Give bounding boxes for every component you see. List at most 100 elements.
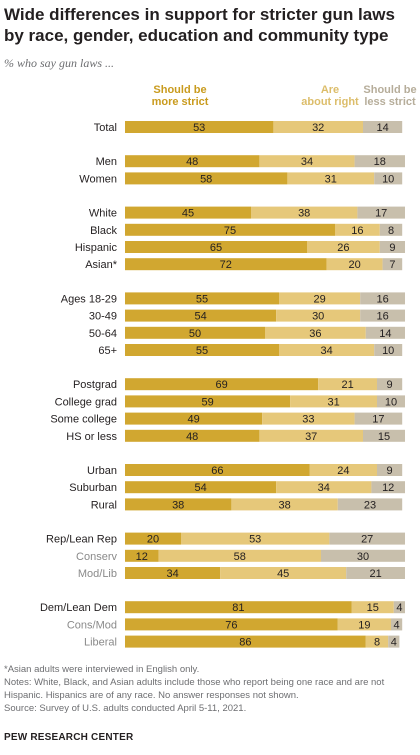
category-label: 30-49 [89, 311, 117, 323]
category-label: Mod/Lib [78, 568, 117, 580]
bar-segment [309, 464, 377, 476]
category-label: Total [94, 122, 117, 134]
bar-segment [326, 258, 383, 271]
data-label: 4 [391, 637, 397, 649]
data-label: 34 [301, 156, 313, 168]
bar-segment [279, 344, 375, 356]
bar-segment [125, 395, 291, 408]
bar-segment [265, 326, 366, 339]
data-label: 58 [200, 173, 212, 185]
bar-segment [374, 172, 403, 185]
bar-segment [158, 549, 321, 562]
data-label: 53 [193, 122, 205, 134]
data-label: 12 [136, 551, 148, 563]
bar-segment [365, 326, 405, 339]
data-label: 76 [225, 619, 237, 631]
category-label: Cons/Mod [67, 619, 117, 631]
bar-segment [279, 292, 361, 305]
source-text: Source: Survey of U.S. adults conducted … [4, 703, 247, 714]
data-label: 38 [172, 499, 184, 511]
bar-segment [365, 635, 389, 648]
data-label: 4 [396, 602, 402, 614]
category-label: Some college [50, 414, 117, 426]
data-label: 16 [351, 225, 363, 237]
bar-segment [181, 532, 330, 545]
bar-segment [125, 241, 307, 253]
data-label: 16 [376, 311, 388, 323]
bar-segment [287, 172, 375, 185]
bar-segment [321, 549, 405, 562]
data-label: 54 [194, 482, 206, 494]
bar-segment [125, 344, 279, 356]
chart-title: Wide differences in support for stricter… [4, 5, 395, 45]
bar-segment [125, 601, 352, 614]
data-label: 9 [387, 379, 393, 391]
data-label: 38 [278, 499, 290, 511]
bar-segment [125, 206, 251, 219]
bar-segment [125, 223, 335, 236]
bar-segment [337, 618, 391, 631]
category-label: Urban [87, 465, 117, 477]
data-label: 33 [302, 414, 314, 426]
bar-segment [125, 326, 265, 339]
data-label: 8 [388, 225, 394, 237]
bar-segment [125, 378, 319, 391]
data-label: 45 [277, 568, 289, 580]
data-label: 20 [348, 259, 360, 271]
category-label: HS or less [66, 431, 117, 443]
data-label: 20 [147, 534, 159, 546]
data-label: 27 [361, 534, 373, 546]
data-label: 49 [187, 414, 199, 426]
bar-segment [377, 378, 403, 391]
data-label: 18 [374, 156, 386, 168]
bar-segment [363, 429, 405, 442]
bar-segment [379, 223, 403, 236]
bar-segment [125, 635, 366, 648]
category-label: Asian* [85, 259, 118, 271]
data-label: 36 [309, 328, 321, 340]
legend-label-line: less strict [364, 96, 416, 108]
bar-segment [335, 223, 380, 236]
data-label: 14 [379, 328, 391, 340]
data-label: 9 [389, 242, 395, 254]
bar-segment [377, 464, 403, 476]
data-label: 10 [385, 396, 397, 408]
bar-segment [337, 498, 403, 511]
category-label: Ages 18-29 [61, 293, 117, 305]
data-label: 26 [337, 242, 349, 254]
bar-segment [125, 258, 327, 271]
data-label: 14 [376, 122, 388, 134]
bar-segment [360, 292, 405, 305]
bar-segment [379, 241, 405, 253]
data-label: 53 [249, 534, 261, 546]
legend-label: Are about right [301, 84, 359, 108]
bar-segment [354, 155, 405, 168]
category-label: Rural [91, 499, 117, 511]
notes-text: Notes: White, Black, and Asian adults in… [4, 677, 385, 701]
bar-segment [125, 172, 288, 185]
bar-segment [276, 481, 372, 494]
data-label: 34 [318, 482, 330, 494]
chart-subtitle: % who say gun laws ... [4, 56, 115, 70]
data-label: 16 [376, 293, 388, 305]
bar-segment [231, 498, 338, 511]
bar-segment [276, 309, 361, 322]
data-label: 48 [186, 431, 198, 443]
category-label: Black [90, 225, 117, 237]
category-label: Conserv [76, 551, 117, 563]
bar-segment [388, 635, 400, 648]
bar-segment [290, 395, 377, 408]
data-label: 21 [369, 568, 381, 580]
data-label: 72 [220, 259, 232, 271]
bar-segment [125, 549, 159, 562]
data-label: 7 [389, 259, 395, 271]
legend-label: Should be more strict [152, 84, 209, 108]
category-label: 65+ [98, 345, 117, 357]
bar-segment [363, 121, 403, 133]
legend-label-line: Should be [363, 84, 416, 96]
data-label: 32 [312, 122, 324, 134]
category-label: White [89, 208, 117, 220]
data-label: 55 [196, 345, 208, 357]
bar-segment [346, 567, 405, 579]
bar-segment [125, 429, 260, 442]
